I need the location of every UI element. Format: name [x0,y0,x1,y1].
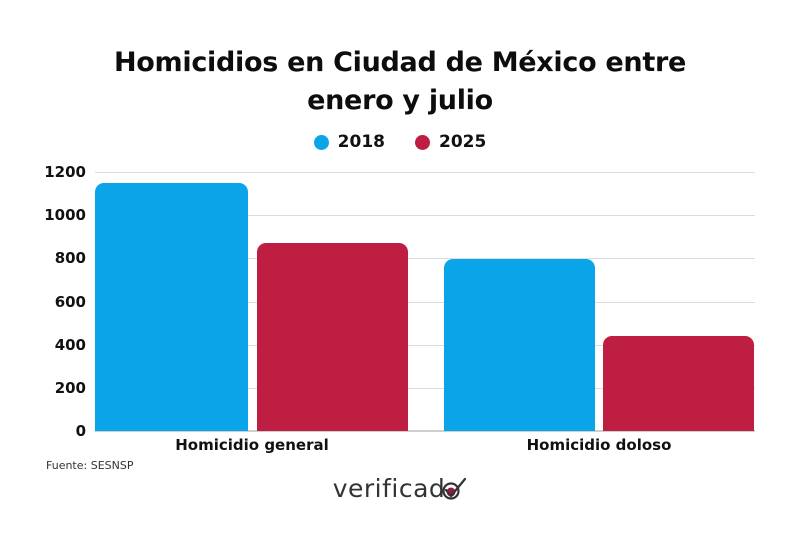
source-note: Fuente: SESNSP [46,459,134,472]
baseline [95,430,755,432]
y-tick-400: 400 [54,336,86,354]
gridline-1000 [95,215,755,216]
legend-item-2018: 2018 [313,132,385,152]
chart-title-line-1: Homicidios en Ciudad de México entre [113,47,686,78]
gridline-600 [95,302,755,303]
check-o-icon [442,477,467,500]
plot-area [95,172,755,432]
legend-label-2025: 2025 [439,132,487,152]
y-tick-800: 800 [54,249,86,267]
gridline-400 [95,345,755,346]
gridline-200 [95,388,755,389]
legend: 2018 2025 [0,132,800,152]
gridline-1200 [95,172,755,173]
x-label-doloso: Homicidio doloso [526,436,672,454]
verificado-logo: verificad [0,474,800,503]
bar-doloso-2025 [603,336,754,431]
chart-title: Homicidios en Ciudad de México entre ene… [0,44,800,120]
legend-label-2018: 2018 [337,132,385,152]
y-tick-600: 600 [54,293,86,311]
x-label-general: Homicidio general [175,436,329,454]
y-tick-200: 200 [54,379,86,397]
bar-doloso-2018 [444,259,595,431]
legend-swatch-2025 [415,134,430,150]
y-tick-0: 0 [75,422,86,440]
gridline-800 [95,258,755,259]
legend-swatch-2018 [313,134,329,150]
bar-general-2025 [257,243,408,431]
y-tick-1000: 1000 [44,206,86,224]
logo-text: verificad [332,474,446,503]
chart-title-line-2: enero y julio [307,85,493,116]
y-tick-1200: 1200 [44,163,86,181]
legend-item-2025: 2025 [415,132,486,152]
bar-general-2018 [95,183,248,431]
